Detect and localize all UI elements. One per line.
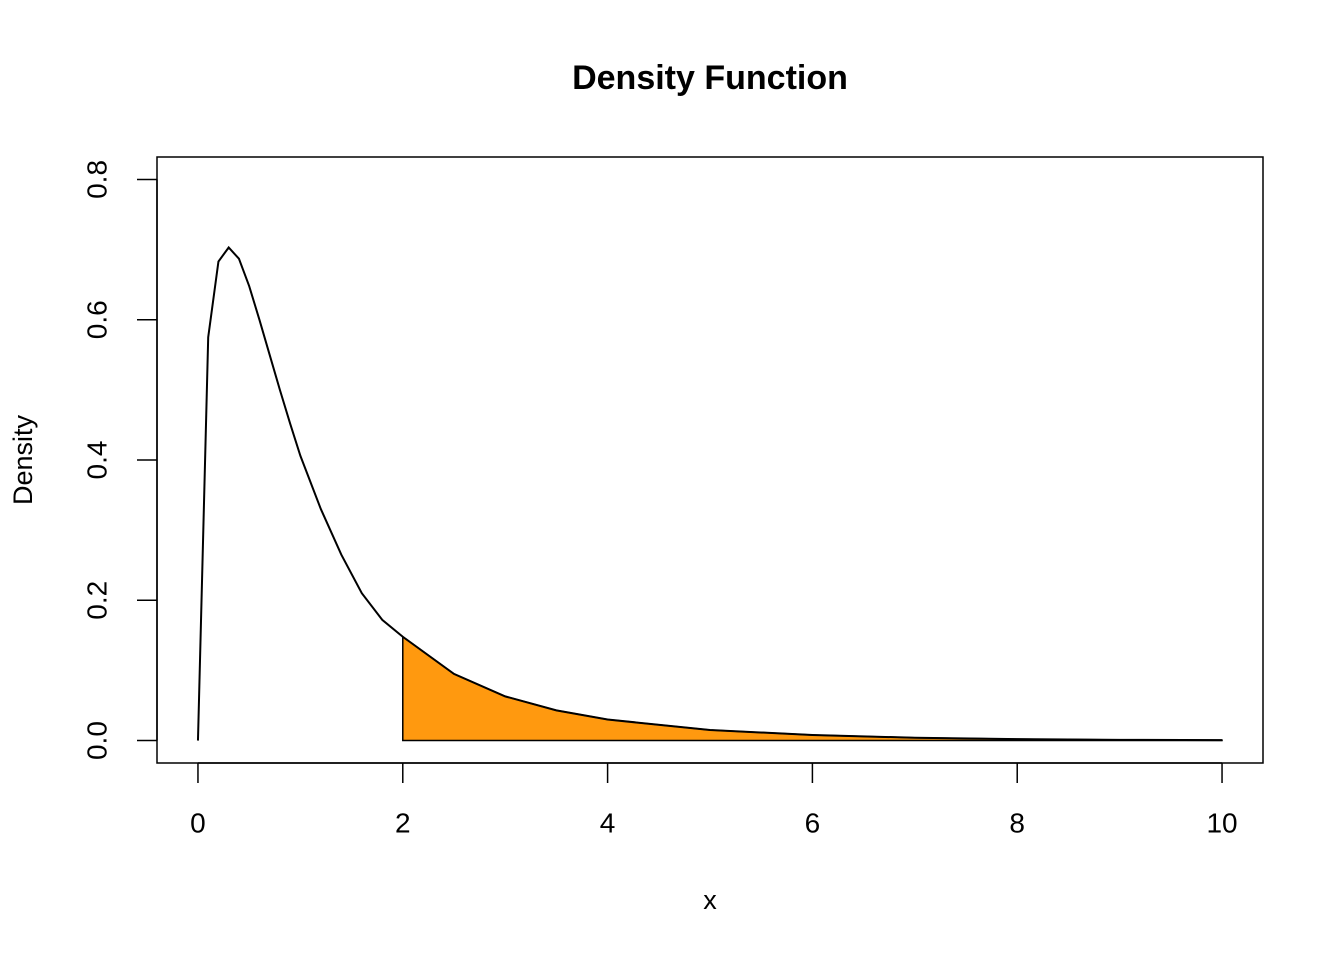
density-line (196, 245, 1223, 742)
y-tick-label: 0.6 (81, 300, 112, 339)
x-tick-label: 8 (1009, 807, 1025, 838)
shaded-area (402, 635, 1223, 742)
x-tick-label: 4 (600, 807, 616, 838)
y-tick-label: 0.0 (81, 721, 112, 760)
x-tick-label: 2 (395, 807, 411, 838)
x-tick-label: 6 (805, 807, 821, 838)
plot-frame (156, 156, 1264, 764)
y-tick-label: 0.4 (81, 441, 112, 480)
y-tick-label: 0.8 (81, 160, 112, 199)
x-tick-label: 0 (190, 807, 206, 838)
y-axis-label: Density (8, 414, 38, 505)
x-tick-label: 10 (1206, 807, 1237, 838)
x-axis-label: x (703, 885, 717, 915)
y-tick-label: 0.2 (81, 581, 112, 620)
chart-title: Density Function (572, 59, 848, 97)
